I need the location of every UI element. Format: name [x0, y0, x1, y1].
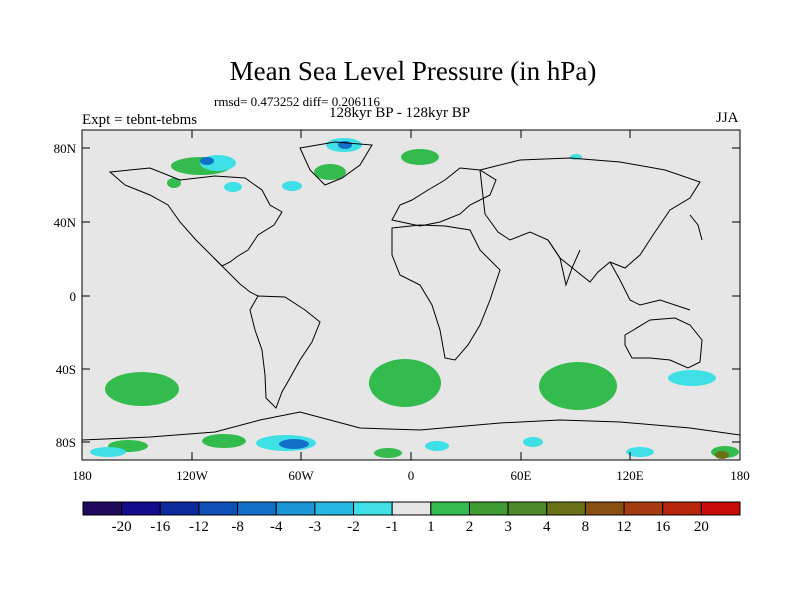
colorbar-box-12	[546, 501, 586, 516]
coastline-southeast-asia	[609, 261, 691, 311]
colorbar-box-14	[623, 501, 664, 516]
colorbar-box-15	[662, 501, 702, 516]
x-label-60w: 60W	[288, 468, 314, 483]
coastline-central-america	[213, 257, 259, 297]
coastline-north-america	[108, 167, 283, 267]
period-label: 128kyr BP - 128kyr BP	[329, 105, 471, 121]
positive-anomaly-greenland-east	[314, 164, 346, 180]
colorbar-box-9	[430, 501, 470, 516]
colorbar-label: 12	[616, 519, 632, 535]
map-title: Mean Sea Level Pressure (in hPa)	[229, 56, 597, 86]
positive-anomaly-south-atlantic	[369, 359, 441, 407]
x-label-60e: 60E	[510, 468, 532, 483]
season-label: JJA	[716, 110, 739, 126]
colorbar-label: 2	[465, 519, 474, 535]
colorbar-box-2	[159, 501, 200, 516]
colorbar-label: 16	[655, 519, 671, 535]
colorbar-box-10	[468, 501, 509, 516]
colorbar-box-13	[584, 501, 625, 516]
colorbar-box-8	[391, 501, 432, 516]
negative-anomaly-antarctic-3	[425, 441, 449, 451]
y-label-40s: 40S	[55, 362, 76, 377]
negative-anomaly-antarctic-4	[523, 437, 543, 447]
colorbar-label: -16	[150, 519, 171, 535]
colorbar-label: -1	[385, 519, 399, 535]
y-label-40n: 40N	[53, 215, 76, 230]
coastlines	[81, 141, 741, 441]
positive-anomaly-antarctic-2	[202, 434, 246, 448]
colorbar-label: -3	[308, 519, 322, 535]
coastline-asia	[479, 157, 701, 283]
colorbar-label: 1	[427, 519, 435, 535]
coastline-africa	[391, 224, 501, 361]
colorbar-label: -12	[188, 519, 209, 535]
positive-anomaly-antarctic-3	[374, 448, 402, 458]
colorbar-box-3	[198, 501, 239, 516]
x-label-180w: 180	[72, 468, 92, 483]
coastline-australia	[624, 317, 703, 369]
coastline-greenland	[299, 141, 373, 186]
colorbar-label: -2	[347, 519, 360, 535]
colorbar-label: 4	[543, 519, 551, 535]
x-label-0: 0	[407, 468, 415, 483]
colorbar-box-11	[507, 501, 548, 516]
colorbar-box-4	[237, 501, 277, 516]
colorbar-label: -8	[231, 519, 244, 535]
colorbar-label: -20	[111, 519, 132, 535]
colorbar-label: 20	[693, 519, 709, 535]
coastline-antarctica	[81, 411, 741, 441]
colorbar-label: 8	[581, 519, 590, 535]
coastline-japan	[689, 214, 703, 241]
colorbar-box-6	[314, 501, 355, 516]
coastline-india	[547, 239, 581, 287]
colorbar-box-0	[82, 501, 123, 516]
colorbar	[82, 501, 741, 516]
x-label-120e: 120E	[616, 468, 644, 483]
colorbar-box-5	[275, 501, 316, 516]
axis-ticks	[81, 130, 741, 460]
x-label-180e: 180	[730, 468, 750, 483]
colorbar-box-7	[353, 501, 393, 516]
coastline-europe	[391, 167, 497, 227]
coastline-south-america	[249, 295, 321, 409]
positive-anomaly-greenland-sea	[401, 149, 439, 165]
colorbar-box-16	[700, 501, 741, 516]
positive-anomaly-south-indian	[539, 362, 617, 410]
anomaly-patches	[90, 138, 739, 459]
rmsd-diff-stats: rmsd= 0.473252 diff= 0.206116	[214, 94, 380, 109]
strong-negative-antarctic	[279, 439, 309, 449]
colorbar-label: 3	[504, 519, 512, 535]
positive-anomaly-arctic-west	[167, 178, 181, 188]
negative-anomaly-hudson	[224, 182, 242, 192]
y-label-80s: 80S	[55, 435, 76, 450]
negative-anomaly-antarctic-1	[90, 447, 126, 457]
colorbar-label: -4	[269, 519, 283, 535]
colorbar-box-1	[121, 501, 161, 516]
negative-anomaly-greenland-south	[282, 181, 302, 191]
negative-anomaly-antarctic-5	[626, 447, 654, 457]
x-label-120w: 120W	[176, 468, 208, 483]
brown-anomaly-antarctic	[715, 451, 729, 459]
y-label-80n: 80N	[53, 141, 76, 156]
negative-anomaly-south-australia	[668, 370, 716, 386]
y-label-0: 0	[69, 289, 77, 304]
strong-negative-baffin	[200, 157, 214, 165]
positive-anomaly-south-pacific	[105, 372, 179, 406]
experiment-label: Expt = tebnt-tebms	[82, 112, 198, 128]
